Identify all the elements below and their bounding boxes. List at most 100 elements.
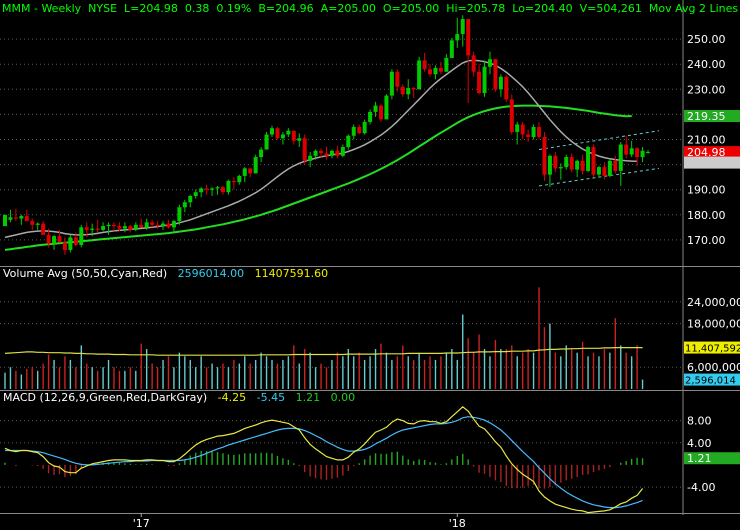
candle-body [564, 157, 569, 168]
candle-body [504, 76, 509, 100]
candle-body [182, 202, 187, 208]
volume-marker-label: 11,407,592 [685, 344, 740, 355]
candle-body [428, 69, 433, 75]
candle-body [580, 160, 585, 171]
candle-body [8, 217, 13, 220]
candle-body [297, 138, 302, 141]
candle-body [329, 150, 334, 156]
volume-marker [684, 341, 740, 354]
macd-line [4, 406, 644, 514]
candle-body [264, 134, 269, 150]
symbol: MMM [2, 2, 31, 15]
candle-body [449, 40, 454, 58]
volume-value-2: 11407591.60 [254, 267, 329, 280]
bid: B=204.96 [258, 2, 314, 15]
candle-body [324, 153, 329, 156]
x-tick-label: '18 [449, 517, 466, 530]
candle-body [291, 130, 296, 141]
candle-body [629, 148, 634, 155]
candle-body [640, 150, 645, 158]
candle-body [101, 226, 106, 230]
candle-body [531, 126, 536, 137]
candle-body [444, 57, 449, 72]
candle-body [357, 126, 362, 134]
candle-body [35, 223, 40, 225]
candle-body [515, 124, 520, 132]
candle-body [46, 234, 51, 244]
price-marker [684, 156, 740, 169]
candle-body [368, 111, 373, 122]
price-tick-label: 180.00 [687, 209, 726, 222]
candle-body [493, 59, 498, 90]
macd-tick-label: 4.00 [687, 437, 712, 450]
candle-body [520, 124, 525, 135]
price-marker [684, 146, 740, 159]
candle-body [171, 221, 176, 228]
candle-body [438, 67, 443, 72]
candle-body [466, 19, 471, 56]
moving-average-slow [4, 104, 632, 251]
candle-body [237, 175, 242, 183]
candle-body [128, 226, 133, 230]
price-tick-label: 230.00 [687, 83, 726, 96]
candle-body [166, 223, 171, 228]
open: O=205.00 [382, 2, 440, 15]
candle-body [84, 227, 89, 230]
price-header: MMM - Weekly NYSE L=204.98 0.38 0.19% B=… [2, 2, 740, 15]
candle-body [231, 180, 236, 183]
candle-body [417, 60, 422, 90]
candle-body [477, 71, 482, 94]
candle-body [242, 168, 247, 176]
candle-body [226, 180, 231, 193]
candle-body [13, 217, 18, 219]
candle-body [624, 144, 629, 155]
volume-header: Volume Avg (50,50,Cyan,Red) 2596014.00 1… [3, 267, 328, 280]
candle-body [177, 207, 182, 222]
candle-body [248, 168, 253, 174]
x-tick-label: '17 [133, 517, 150, 530]
macd-marker [684, 452, 740, 465]
candle-body [400, 86, 405, 95]
candle-body [302, 138, 307, 161]
candle-body [90, 228, 95, 230]
candle-body [220, 187, 225, 193]
candle-body [19, 216, 24, 219]
candle-body [117, 226, 122, 229]
candle-body [471, 55, 476, 72]
candle-body [433, 67, 438, 75]
price-marker-label: 204.98 [687, 146, 726, 159]
price-tick-label: 240.00 [687, 58, 726, 71]
candle-body [569, 157, 574, 170]
candle-body [411, 88, 416, 90]
macd-histogram [4, 451, 644, 489]
candle-body [558, 167, 563, 169]
candle-body [57, 236, 62, 243]
candle-body [199, 188, 204, 193]
candle-body [526, 134, 531, 137]
candle-body [150, 222, 155, 225]
candle-body [384, 95, 389, 120]
candle-body [373, 105, 378, 112]
price-tick-label: 210.00 [687, 134, 726, 147]
candle-body [188, 195, 193, 203]
macd-tick-label: -4.00 [687, 481, 715, 494]
candle-body [602, 167, 607, 176]
candle-body [210, 188, 215, 190]
change: 0.38 [184, 2, 210, 15]
change-pct: 0.19% [216, 2, 252, 15]
candle-body [646, 152, 650, 154]
candle-body [395, 71, 400, 87]
candle-body [346, 135, 351, 148]
candle-body [482, 66, 487, 94]
macd-header: MACD (12,26,9,Green,Red,DarkGray) -4.25 … [3, 391, 355, 404]
candle-body [607, 160, 612, 176]
macd-value-4: 0.00 [330, 391, 356, 404]
candle-body [537, 126, 542, 137]
price-marker-label: 219.35 [687, 110, 726, 123]
candle-body [161, 223, 166, 227]
candle-body [455, 34, 460, 41]
low: Lo=204.40 [512, 2, 573, 15]
candle-body [286, 130, 291, 135]
price-marker [684, 110, 740, 123]
